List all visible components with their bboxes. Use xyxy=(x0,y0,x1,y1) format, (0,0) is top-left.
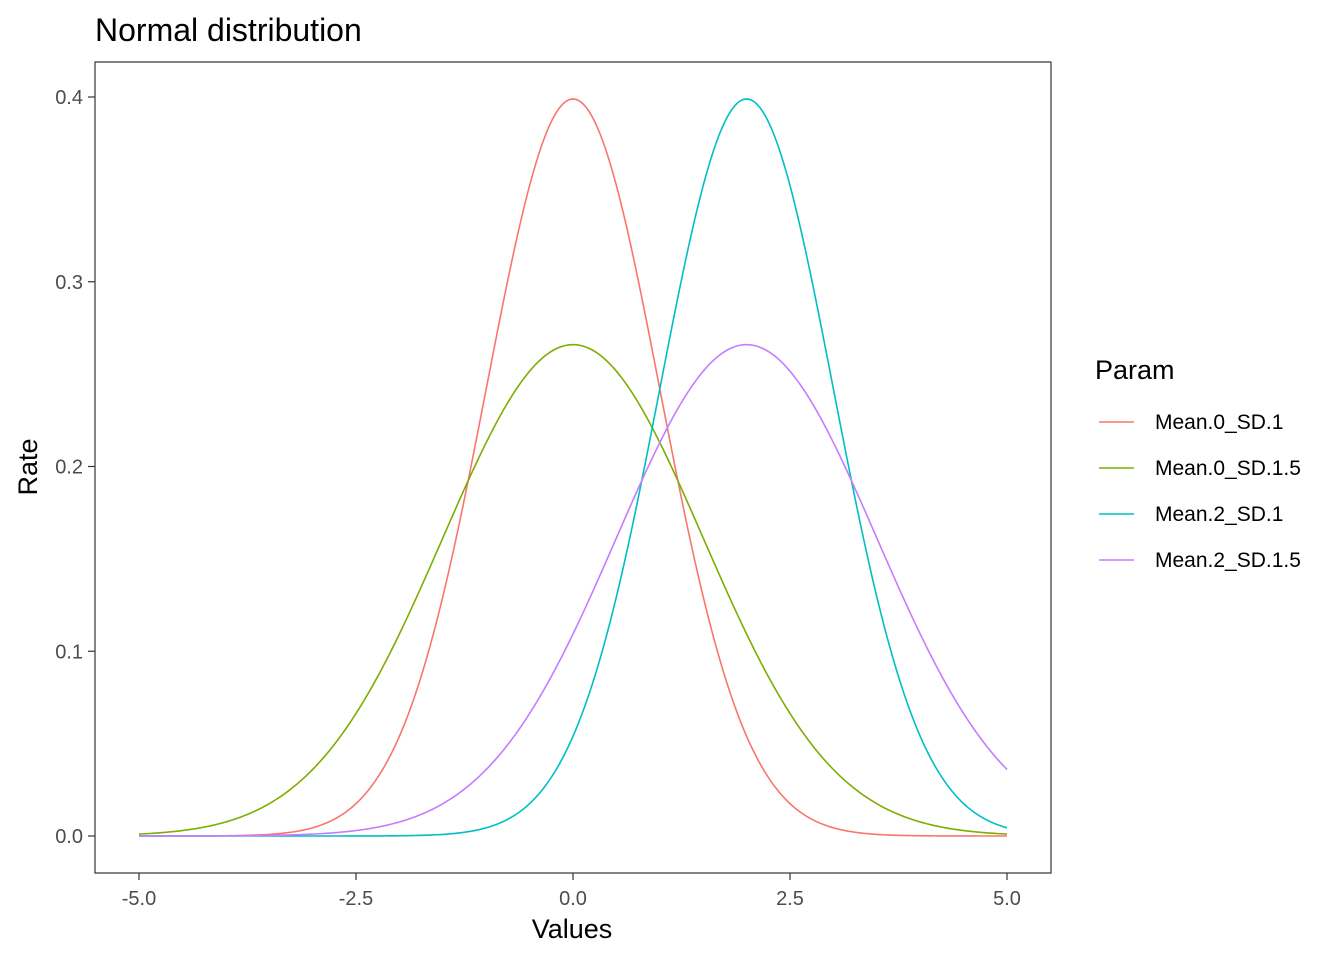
y-tick-label: 0.0 xyxy=(55,826,83,848)
chart-title: Normal distribution xyxy=(95,12,362,48)
legend-label-3: Mean.2_SD.1 xyxy=(1155,503,1283,526)
series-line-4 xyxy=(139,343,1008,837)
y-tick-label: 0.2 xyxy=(55,457,83,479)
y-tick-label: 0.4 xyxy=(55,87,83,109)
series-line-3 xyxy=(139,98,1008,837)
legend-label-4: Mean.2_SD.1.5 xyxy=(1155,549,1301,572)
x-tick-label: 2.5 xyxy=(776,888,804,910)
y-tick-label: 0.1 xyxy=(55,641,83,663)
plot-area xyxy=(138,98,1008,837)
y-axis: 0.0 0.1 0.2 0.3 0.4 xyxy=(55,87,95,848)
x-axis-title: Values xyxy=(532,914,613,944)
y-tick-label: 0.3 xyxy=(55,272,83,294)
legend-label-1: Mean.0_SD.1 xyxy=(1155,411,1283,434)
x-tick-label: -5.0 xyxy=(122,888,156,910)
legend-label-2: Mean.0_SD.1.5 xyxy=(1155,457,1301,480)
x-axis: -5.0 -2.5 0.0 2.5 5.0 xyxy=(122,873,1021,910)
series-line-1 xyxy=(139,98,1007,837)
legend-title: Param xyxy=(1095,355,1175,385)
x-tick-label: 0.0 xyxy=(559,888,587,910)
series-line-2 xyxy=(138,343,1008,835)
x-tick-label: -2.5 xyxy=(339,888,373,910)
y-axis-title: Rate xyxy=(13,438,43,495)
x-tick-label: 5.0 xyxy=(993,888,1021,910)
legend: Param Mean.0_SD.1 Mean.0_SD.1.5 Mean.2_SD.… xyxy=(1095,355,1301,572)
